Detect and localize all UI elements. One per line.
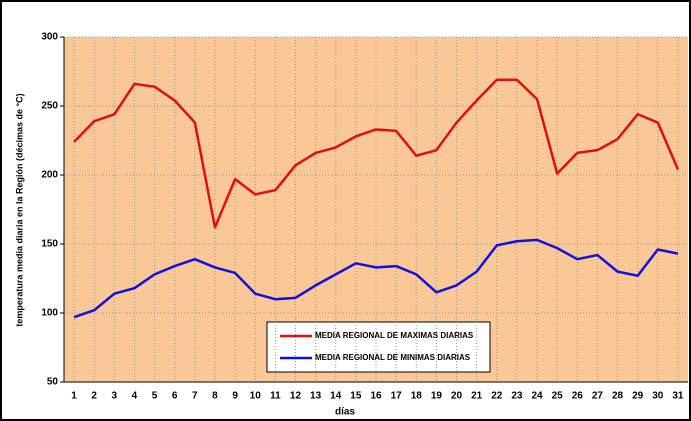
x-tick-label: 2: [91, 391, 97, 402]
x-tick-label: 12: [290, 391, 302, 402]
x-tick-label: 14: [330, 391, 342, 402]
x-tick-label: 11: [270, 391, 281, 402]
x-tick-label: 26: [572, 391, 584, 402]
legend-label: MEDIA REGIONAL DE MAXIMAS DIARIAS: [315, 331, 474, 340]
x-tick-label: 27: [592, 391, 604, 402]
x-tick-label: 15: [350, 391, 362, 402]
x-tick-label: 22: [491, 391, 503, 402]
y-tick-label: 100: [41, 308, 58, 319]
x-tick-label: 28: [612, 391, 624, 402]
x-tick-label: 9: [232, 391, 238, 402]
y-tick-label: 250: [41, 101, 58, 112]
x-tick-label: 31: [672, 391, 684, 402]
x-tick-label: 19: [431, 391, 443, 402]
x-tick-label: 4: [132, 391, 138, 402]
line-series: [73, 238, 679, 319]
line-series: [73, 78, 680, 229]
x-tick-label: 25: [552, 391, 564, 402]
y-tick-label: 50: [47, 377, 59, 388]
x-tick-label: 1: [71, 391, 77, 402]
x-tick-label: 21: [471, 391, 483, 402]
x-tick-label: 13: [310, 391, 322, 402]
x-tick-label: 8: [212, 391, 218, 402]
x-tick-label: 23: [511, 391, 523, 402]
x-tick-label: 7: [192, 391, 198, 402]
x-tick-label: 24: [531, 391, 543, 402]
x-tick-label: 6: [172, 391, 178, 402]
x-tick-label: 29: [632, 391, 644, 402]
y-tick-label: 150: [41, 239, 58, 250]
y-tick-label: 200: [41, 170, 58, 181]
legend: [266, 321, 491, 373]
x-tick-label: 16: [370, 391, 382, 402]
x-tick-label: 18: [411, 391, 423, 402]
x-axis-label: días: [335, 407, 355, 418]
x-tick-label: 17: [391, 391, 403, 402]
y-tick-label: 300: [41, 32, 58, 43]
y-axis-label: temperatura media diaria en la Región (d…: [14, 93, 24, 326]
x-tick-label: 20: [451, 391, 463, 402]
x-tick-label: 10: [250, 391, 262, 402]
x-tick-label: 3: [112, 391, 118, 402]
x-tick-label: 30: [652, 391, 664, 402]
legend-label: MEDIA REGIONAL DE MINIMAS DIARIAS: [315, 353, 471, 362]
x-tick-label: 5: [152, 391, 158, 402]
